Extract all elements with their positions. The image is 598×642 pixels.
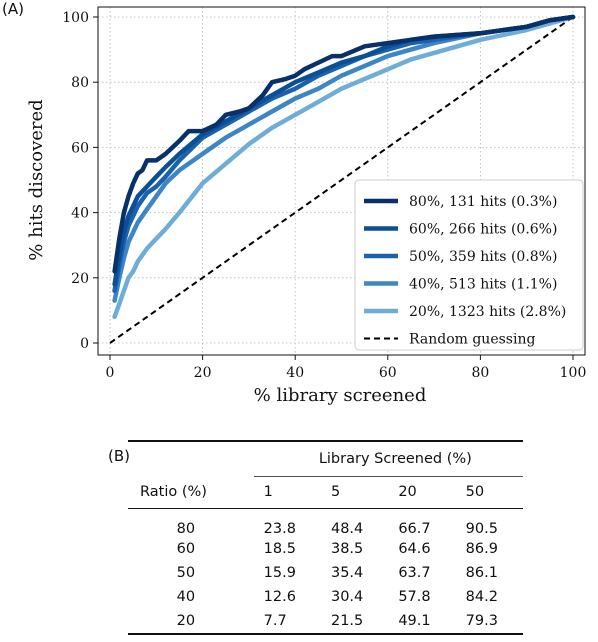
plot-frame [97,6,586,356]
value-cell: 79.3 [465,613,498,629]
legend-label: 20%, 1323 hits (2.8%) [409,304,566,320]
legend-label: 40%, 513 hits (1.1%) [409,277,557,293]
value-cell: 49.1 [398,613,431,629]
column-header-row: Ratio (%) 1 5 20 50 [128,475,523,509]
value-cell: 64.6 [398,541,431,557]
legend-label: 50%, 359 hits (0.8%) [409,249,557,265]
column-header: 1 [253,475,321,509]
x-tick-label: 60 [379,365,397,381]
table-row: 50 15.9 35.4 63.7 86.1 [128,561,523,585]
column-header: 5 [320,475,389,509]
x-tick-label: 100 [560,365,587,381]
value-cell: 86.1 [465,565,498,581]
value-cell: 35.4 [330,565,364,581]
table-row: 40 12.6 30.4 57.8 84.2 [128,585,523,609]
column-header: 50 [455,475,523,509]
random-guessing-line-layer [109,16,574,344]
y-tick-label: 60 [71,140,89,156]
table-row: 60 18.5 38.5 64.6 86.9 [128,537,523,561]
legend-box [354,179,584,351]
y-tick-label: 20 [71,271,89,287]
library-screened-header: Library Screened (%) [318,450,472,467]
value-cell: 38.5 [330,541,364,557]
table-row: 20 7.7 21.5 49.1 79.3 [128,609,523,634]
x-tick-label: 0 [106,365,115,381]
series-line [112,14,576,294]
series-line [112,14,576,303]
x-tick-label: 20 [194,365,212,381]
table-row: 80 23.8 48.4 66.7 90.5 [128,508,523,537]
legend-label: Random guessing [409,332,535,348]
series-layer [112,14,576,320]
panel-label-b: (B) [108,447,130,465]
series-line [112,14,576,274]
value-cell: 84.2 [465,589,498,605]
y-tick-label: 40 [71,206,89,222]
ratio-cell: 50 [176,565,196,581]
results-table: Library Screened (%) Ratio (%) 1 5 20 50… [128,440,523,635]
ratio-cell: 20 [176,613,196,629]
tick-labels: 0 20 40 60 80 100 0 20 40 60 80 100 [62,10,586,381]
y-tick-label: 0 [80,336,89,352]
value-cell: 90.5 [465,521,498,537]
value-cell: 86.9 [465,541,498,557]
value-cell: 30.4 [330,589,364,605]
y-axis-label: % hits discovered [26,99,47,260]
value-cell: 23.8 [263,521,296,537]
x-tick-label: 80 [471,365,489,381]
x-axis-label: % library screened [254,385,427,406]
ratio-cell: 60 [176,541,196,557]
value-cell: 63.7 [398,565,431,581]
value-cell: 7.7 [263,613,287,629]
x-tick-label: 40 [286,365,304,381]
value-cell: 21.5 [330,613,364,629]
value-cell: 15.9 [263,565,296,581]
legend-label: 80%, 131 hits (0.3%) [409,194,557,210]
value-cell: 48.4 [330,521,364,537]
table-body: 80 23.8 48.4 66.7 90.5 60 18.5 38.5 64.6 86.9 50 15… [128,508,523,634]
value-cell: 57.8 [398,589,431,605]
column-header: 20 [388,475,456,509]
results-table-wrap: Library Screened (%) Ratio (%) 1 5 20 50… [128,440,523,635]
value-cell: 18.5 [263,541,296,557]
ratio-cell: 80 [176,521,196,537]
legend: 80%, 131 hits (0.3%) 60%, 266 hits (0.6%)… [354,179,584,351]
group-header-row: Library Screened (%) [128,441,523,476]
y-tick-label: 80 [71,75,89,91]
legend-label: 60%, 266 hits (0.6%) [409,222,557,238]
ratio-header: Ratio (%) [140,484,207,500]
random-guessing-line [109,16,574,344]
panel-label-a: (A) [2,0,24,18]
axes [93,6,586,360]
value-cell: 12.6 [263,589,296,605]
hits-discovered-line-chart: 0 20 40 60 80 100 0 20 40 60 80 100 % library scree… [26,6,586,406]
ratio-cell: 40 [176,589,196,605]
series-line [112,14,576,320]
y-tick-label: 100 [62,10,89,26]
value-cell: 66.7 [398,521,431,537]
